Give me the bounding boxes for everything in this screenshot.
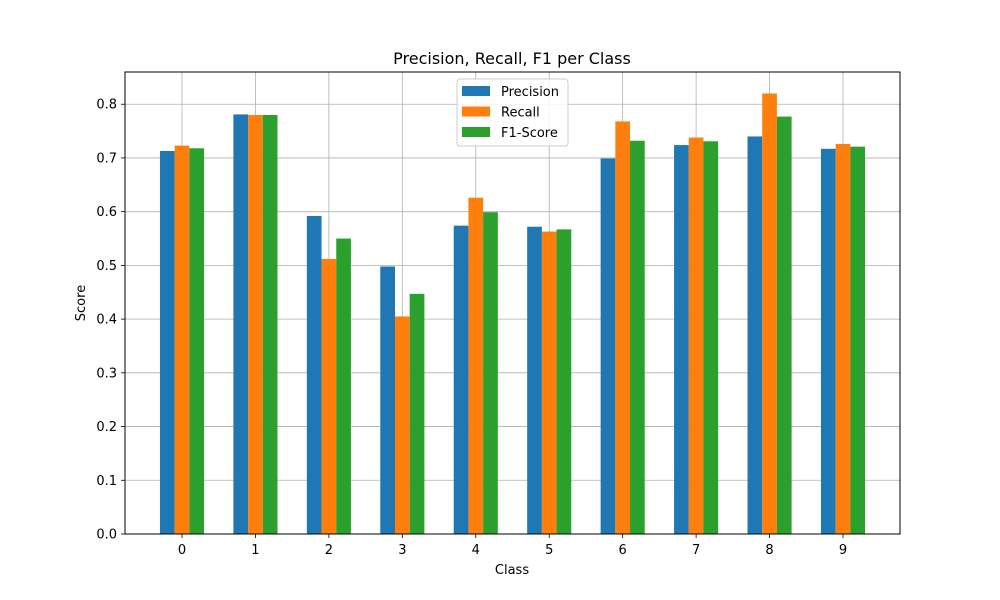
bar-recall-class-2 <box>321 258 337 534</box>
bar-f1-score-class-0 <box>189 148 205 534</box>
bar-recall-class-1 <box>248 114 263 534</box>
axis-ticks: 0.0 0.1 0.2 0.3 0.4 0.5 0.6 0.7 0.8 0 1 2 3 4 5 6 7 8 9 <box>96 98 847 558</box>
y-tick-label: 0.7 <box>96 151 117 166</box>
bar-precision-class-9 <box>820 148 836 534</box>
legend-label-precision: Precision <box>501 85 559 100</box>
y-axis-title: Score <box>74 285 89 321</box>
bar-f1-score-class-7 <box>703 141 719 535</box>
y-tick-label: 0.5 <box>96 259 117 274</box>
y-tick-label: 0.3 <box>96 366 117 381</box>
y-tick-label: 0.2 <box>96 420 117 435</box>
bar-precision-class-2 <box>306 215 322 534</box>
plot-area-frame <box>124 71 901 535</box>
x-tick-label: 4 <box>472 543 480 558</box>
x-axis-title: Class <box>495 563 529 578</box>
bar-f1-score-class-9 <box>850 146 866 534</box>
bar-recall-class-6 <box>615 121 631 535</box>
legend: Precision Recall F1-Score <box>456 78 569 147</box>
y-tick-label: 0.4 <box>96 313 117 328</box>
bar-f1-score-class-3 <box>409 293 425 534</box>
legend-label-f1-score: F1-Score <box>501 126 558 141</box>
x-tick-label: 0 <box>178 543 186 558</box>
bar-precision-class-0 <box>159 150 175 534</box>
bar-precision-class-1 <box>233 114 249 534</box>
chart-title: Precision, Recall, F1 per Class <box>393 49 631 68</box>
y-tick-label: 0.1 <box>96 474 117 489</box>
legend-swatch-precision <box>462 86 490 96</box>
legend-swatch-f1-score <box>462 127 490 137</box>
y-tick-label: 0.0 <box>96 528 117 543</box>
bar-f1-score-class-8 <box>776 116 792 534</box>
bar-precision-class-3 <box>380 266 395 534</box>
x-tick-label: 7 <box>692 543 700 558</box>
y-tick-label: 0.6 <box>96 205 117 220</box>
bar-recall-class-3 <box>394 316 410 534</box>
bars <box>159 93 866 535</box>
x-tick-label: 3 <box>398 543 406 558</box>
bar-f1-score-class-4 <box>483 212 498 535</box>
bar-f1-score-class-1 <box>262 114 278 534</box>
y-tick-label: 0.8 <box>96 98 117 113</box>
bar-precision-class-6 <box>600 158 616 534</box>
x-tick-label: 2 <box>325 543 333 558</box>
bar-recall-class-7 <box>688 137 704 534</box>
bar-f1-score-class-5 <box>556 229 572 534</box>
bar-recall-class-5 <box>541 231 557 535</box>
legend-label-recall: Recall <box>501 106 540 121</box>
x-tick-label: 9 <box>839 543 847 558</box>
bar-recall-class-8 <box>762 93 777 534</box>
x-tick-label: 5 <box>545 543 553 558</box>
bar-precision-class-4 <box>453 225 469 535</box>
bar-precision-class-8 <box>747 136 763 534</box>
legend-swatch-recall <box>462 106 490 117</box>
bar-recall-class-0 <box>174 145 190 535</box>
bar-recall-class-9 <box>835 143 851 534</box>
bar-f1-score-class-6 <box>630 140 645 534</box>
bar-precision-class-7 <box>674 145 689 534</box>
x-tick-label: 6 <box>619 543 627 558</box>
x-tick-label: 1 <box>251 543 259 558</box>
bar-f1-score-class-2 <box>336 238 351 534</box>
bar-recall-class-4 <box>468 197 484 534</box>
bar-precision-class-5 <box>527 226 542 534</box>
x-tick-label: 8 <box>765 543 773 558</box>
